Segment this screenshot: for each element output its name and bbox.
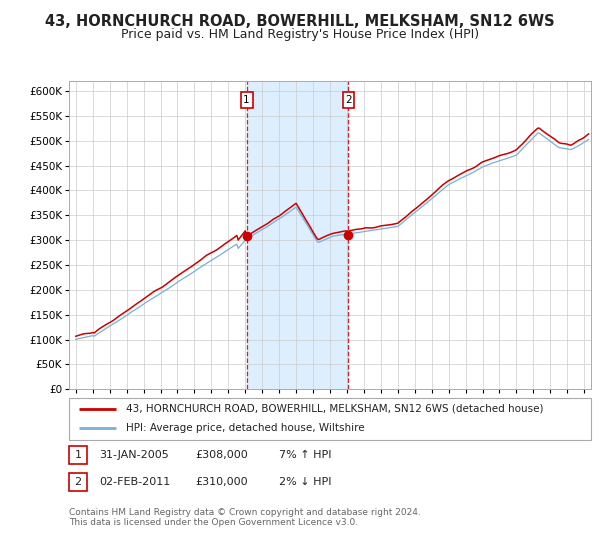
Text: 43, HORNCHURCH ROAD, BOWERHILL, MELKSHAM, SN12 6WS: 43, HORNCHURCH ROAD, BOWERHILL, MELKSHAM… xyxy=(45,14,555,29)
Text: 1: 1 xyxy=(74,450,82,460)
Text: Contains HM Land Registry data © Crown copyright and database right 2024.
This d: Contains HM Land Registry data © Crown c… xyxy=(69,508,421,528)
Bar xyxy=(247,81,349,389)
Text: 1: 1 xyxy=(244,95,250,105)
Text: 2% ↓ HPI: 2% ↓ HPI xyxy=(279,477,331,487)
Text: £310,000: £310,000 xyxy=(195,477,248,487)
Text: £308,000: £308,000 xyxy=(195,450,248,460)
Text: Price paid vs. HM Land Registry's House Price Index (HPI): Price paid vs. HM Land Registry's House … xyxy=(121,28,479,41)
Text: 2: 2 xyxy=(74,477,82,487)
Text: 02-FEB-2011: 02-FEB-2011 xyxy=(99,477,170,487)
Text: HPI: Average price, detached house, Wiltshire: HPI: Average price, detached house, Wilt… xyxy=(127,423,365,433)
Text: 2: 2 xyxy=(345,95,352,105)
Text: 7% ↑ HPI: 7% ↑ HPI xyxy=(279,450,331,460)
Text: 31-JAN-2005: 31-JAN-2005 xyxy=(99,450,169,460)
Text: 43, HORNCHURCH ROAD, BOWERHILL, MELKSHAM, SN12 6WS (detached house): 43, HORNCHURCH ROAD, BOWERHILL, MELKSHAM… xyxy=(127,404,544,414)
